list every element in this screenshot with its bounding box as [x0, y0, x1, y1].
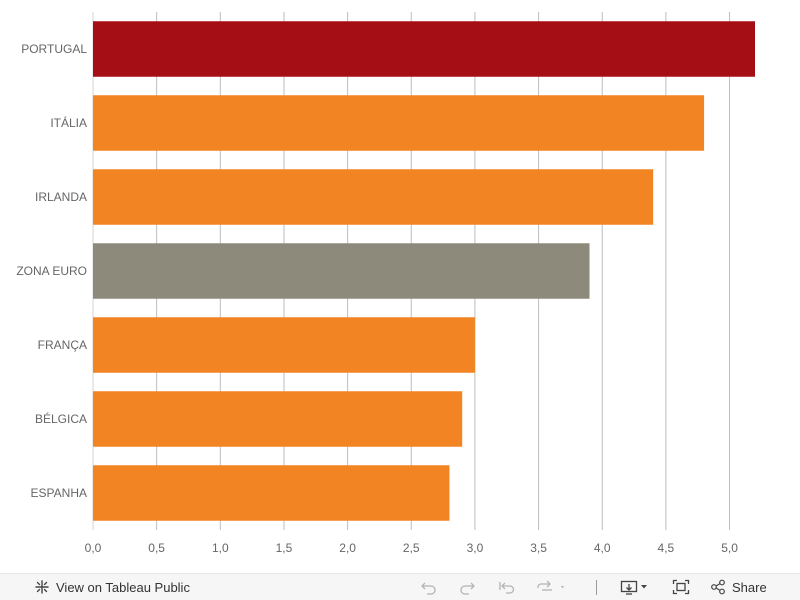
- refresh-button[interactable]: [536, 574, 566, 600]
- toolbar-separator: [596, 580, 597, 595]
- category-label: IRLANDA: [35, 190, 87, 204]
- x-tick-label: 2,5: [403, 541, 420, 555]
- undo-icon: [420, 579, 438, 595]
- category-label: FRANÇA: [38, 338, 87, 352]
- redo-icon: [458, 579, 476, 595]
- share-icon: [710, 579, 726, 595]
- category-label: ESPANHA: [31, 486, 87, 500]
- category-label: ITÁLIA: [50, 115, 87, 130]
- view-on-tableau-public-label: View on Tableau Public: [56, 579, 190, 595]
- bar-portugal[interactable]: [93, 21, 755, 77]
- x-axis-ticks: 0,0 0,5 1,0 1,5 2,0 2,5 3,0 3,5 4,0 4,5 5,0: [85, 541, 739, 555]
- redo-button[interactable]: [458, 574, 476, 600]
- download-button[interactable]: [620, 574, 650, 600]
- tableau-logo-icon: [34, 579, 50, 595]
- refresh-icon: [536, 579, 566, 595]
- x-tick-label: 4,0: [594, 541, 611, 555]
- bar-irlanda[interactable]: [93, 169, 654, 225]
- download-icon: [620, 579, 650, 595]
- x-tick-label: 2,0: [339, 541, 356, 555]
- fullscreen-button[interactable]: [672, 574, 690, 600]
- bar-espanha[interactable]: [93, 465, 450, 521]
- bar-chart: PORTUGAL ITÁLIA IRLANDA ZONA EURO FRANÇA BÉLG…: [16, 12, 755, 555]
- bar-itália[interactable]: [93, 95, 705, 151]
- bars: [93, 21, 755, 521]
- x-tick-label: 3,0: [467, 541, 484, 555]
- x-tick-label: 4,5: [658, 541, 675, 555]
- x-tick-label: 0,5: [148, 541, 165, 555]
- fullscreen-icon: [672, 579, 690, 595]
- x-tick-label: 3,5: [530, 541, 547, 555]
- share-button[interactable]: Share: [710, 574, 767, 600]
- category-label: PORTUGAL: [21, 42, 87, 56]
- category-label: ZONA EURO: [16, 264, 87, 278]
- x-tick-label: 5,0: [721, 541, 738, 555]
- category-label: BÉLGICA: [35, 411, 87, 426]
- undo-button[interactable]: [420, 574, 438, 600]
- bar-zona-euro[interactable]: [93, 243, 590, 299]
- category-labels: PORTUGAL ITÁLIA IRLANDA ZONA EURO FRANÇA BÉLG…: [16, 42, 87, 500]
- view-on-tableau-public-link[interactable]: View on Tableau Public: [34, 574, 190, 600]
- revert-icon: [498, 579, 516, 595]
- tableau-toolbar: View on Tableau Public: [0, 573, 800, 600]
- x-tick-label: 0,0: [85, 541, 102, 555]
- x-tick-label: 1,5: [276, 541, 293, 555]
- revert-button[interactable]: [498, 574, 516, 600]
- share-label: Share: [732, 579, 767, 595]
- bar-bélgica[interactable]: [93, 391, 463, 447]
- x-tick-label: 1,0: [212, 541, 229, 555]
- bar-frança[interactable]: [93, 317, 475, 373]
